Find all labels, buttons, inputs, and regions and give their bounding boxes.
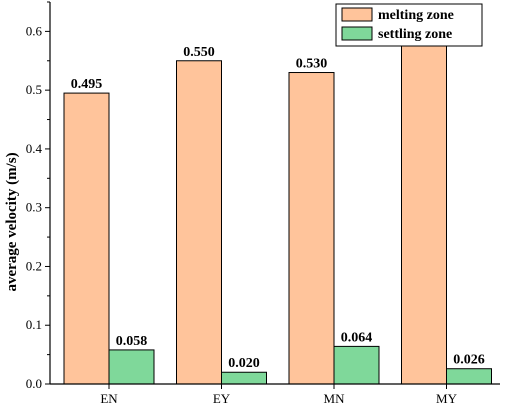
- x-tick-label-EY: EY: [213, 391, 231, 406]
- data-label-settling-zone-MN: 0.064: [341, 330, 373, 345]
- bar-settling-zone-MN: [333, 345, 380, 385]
- axes-layer: 0.0 0.1 0.2 0.3 0.4 0.5 0.6 EN EY MN MY: [26, 1, 500, 406]
- bars-layer: [63, 43, 492, 385]
- legend: melting zone settling zone: [335, 3, 483, 47]
- bar-melting-zone-MY: [401, 43, 447, 385]
- bar-melting-zone-EN: [63, 92, 110, 385]
- x-tick-label-MN: MN: [324, 391, 346, 406]
- y-tick-label: 0.6: [26, 23, 43, 38]
- data-label-settling-zone-MY: 0.026: [453, 353, 485, 368]
- data-label-settling-zone-EY: 0.020: [228, 356, 260, 371]
- legend-swatch-melting-zone: [341, 7, 373, 22]
- legend-label-settling-zone: settling zone: [378, 27, 452, 42]
- legend-label-melting-zone: melting zone: [378, 8, 454, 23]
- y-axis-title: average velocity (m/s): [4, 152, 20, 291]
- bar-melting-zone-EY: [176, 60, 222, 385]
- y-tick-label: 0.2: [26, 258, 42, 273]
- y-tick-label: 0.1: [26, 317, 42, 332]
- bar-settling-zone-EN: [108, 349, 155, 385]
- y-tick-label: 0.0: [26, 376, 42, 391]
- bar-settling-zone-MY: [446, 368, 492, 385]
- bar-settling-zone-EY: [221, 371, 267, 385]
- data-label-melting-zone-MN: 0.530: [296, 57, 328, 72]
- x-tick-label-EN: EN: [100, 391, 118, 406]
- x-tick-label-MY: MY: [436, 391, 458, 406]
- legend-swatch-settling-zone: [341, 26, 373, 41]
- data-label-melting-zone-EN: 0.495: [71, 77, 103, 92]
- data-label-settling-zone-EN: 0.058: [116, 334, 148, 349]
- bar-melting-zone-MN: [288, 72, 335, 385]
- data-label-melting-zone-EY: 0.550: [183, 45, 215, 60]
- y-tick-label: 0.4: [26, 141, 43, 156]
- y-tick-label: 0.5: [26, 82, 42, 97]
- y-tick-label: 0.3: [26, 200, 42, 215]
